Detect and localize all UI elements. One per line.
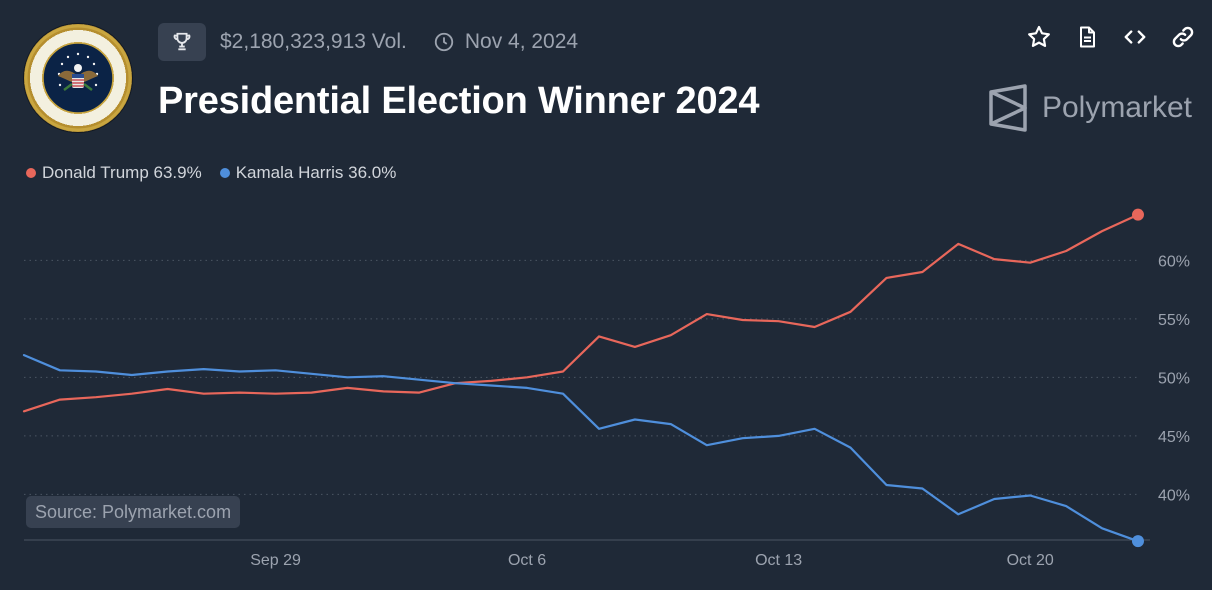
legend-label-harris: Kamala Harris 36.0% — [235, 163, 397, 182]
x-tick-label: Oct 20 — [1007, 552, 1054, 569]
trophy-icon — [173, 32, 191, 51]
star-icon — [1028, 25, 1050, 47]
y-tick-label: 50% — [1158, 370, 1190, 387]
end-point-trump — [1132, 208, 1144, 221]
end-point-harris — [1132, 535, 1144, 548]
gridlines — [24, 259, 1150, 541]
favorite-button[interactable] — [1026, 24, 1052, 50]
polymarket-brand: Polymarket — [988, 84, 1192, 132]
y-tick-label: 40% — [1158, 487, 1190, 504]
x-tick-label: Sep 29 — [250, 552, 301, 569]
code-icon — [1124, 30, 1146, 44]
legend-label-trump: Donald Trump 63.9% — [42, 163, 202, 182]
document-icon — [1080, 26, 1095, 48]
seal-emblem — [24, 24, 132, 132]
legend-item-harris[interactable]: Kamala Harris 36.0% — [219, 163, 397, 183]
legend-dot-trump — [26, 168, 36, 178]
x-tick-label: Oct 6 — [508, 552, 546, 569]
source-label: Source: Polymarket.com — [26, 496, 241, 528]
details-button[interactable] — [1074, 24, 1100, 50]
presidential-seal-logo — [24, 24, 132, 132]
end-date: Nov 4, 2024 — [433, 30, 578, 54]
clock-icon — [434, 32, 454, 52]
series-line-harris — [22, 354, 1140, 543]
toolbar — [1026, 24, 1196, 50]
x-tick-label: Oct 13 — [755, 552, 802, 569]
page-title: Presidential Election Winner 2024 — [158, 80, 760, 122]
end-date-text: Nov 4, 2024 — [464, 30, 579, 53]
legend-item-trump[interactable]: Donald Trump 63.9% — [26, 163, 202, 183]
embed-button[interactable] — [1122, 24, 1148, 50]
chart-legend: Donald Trump 63.9% Kamala Harris 36.0% — [26, 163, 396, 183]
trophy-badge[interactable] — [158, 23, 206, 61]
y-tick-label: 55% — [1158, 312, 1190, 329]
legend-dot-harris — [219, 168, 230, 178]
y-axis-ticks: 40% 45% 50% 55% 60% — [1158, 253, 1190, 504]
market-meta: $2,180,323,913 Vol. Nov 4, 2024 — [158, 23, 578, 61]
link-icon — [1172, 26, 1194, 48]
x-axis-ticks: Sep 29 Oct 6 Oct 13 Oct 20 — [250, 552, 1054, 569]
volume-text: $2,180,323,913 Vol. — [220, 30, 407, 53]
y-tick-label: 45% — [1158, 429, 1190, 446]
copy-link-button[interactable] — [1170, 24, 1196, 50]
series-end-points — [1132, 208, 1144, 548]
series-lines — [22, 213, 1140, 543]
series-line-trump — [22, 213, 1140, 413]
brand-name: Polymarket — [1041, 91, 1192, 124]
polymarket-logo-icon — [989, 84, 1027, 132]
y-tick-label: 60% — [1158, 253, 1190, 270]
